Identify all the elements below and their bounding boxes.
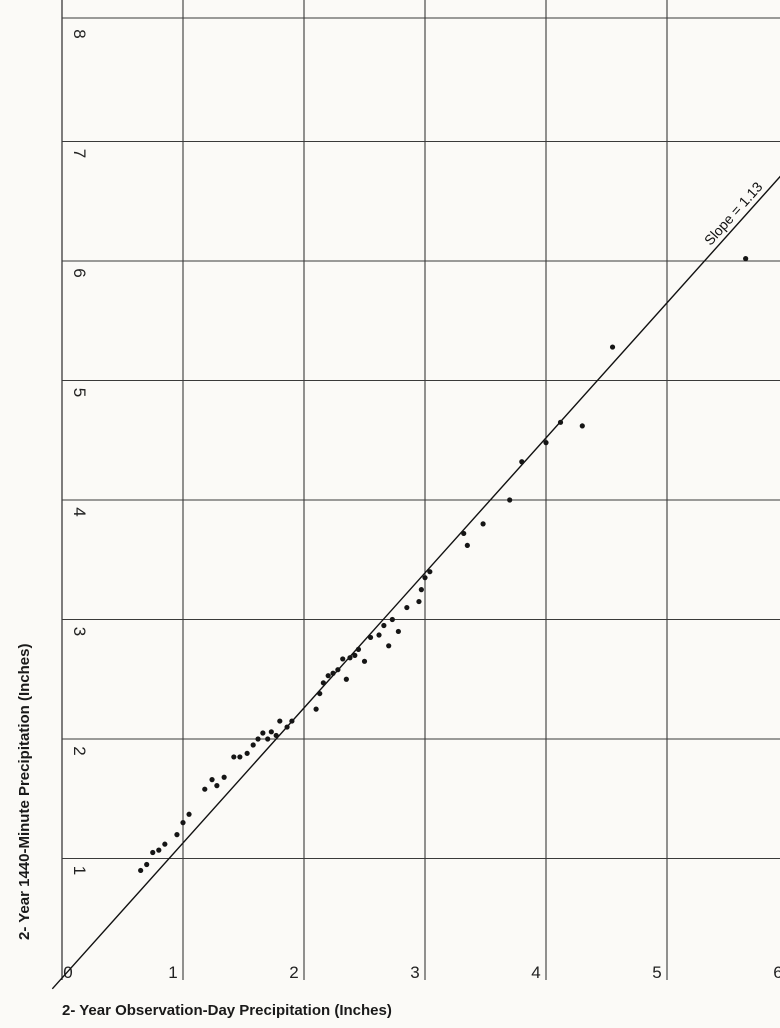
data-point bbox=[325, 673, 331, 679]
data-point bbox=[260, 730, 266, 736]
data-point bbox=[277, 718, 283, 724]
data-point bbox=[418, 587, 424, 593]
data-points bbox=[138, 256, 749, 874]
data-point bbox=[186, 811, 192, 817]
data-point bbox=[427, 569, 433, 575]
data-point bbox=[156, 847, 162, 853]
data-point bbox=[289, 718, 295, 724]
data-point bbox=[367, 634, 374, 641]
data-point bbox=[244, 750, 250, 756]
data-point bbox=[519, 459, 525, 465]
data-point bbox=[480, 521, 486, 527]
data-point bbox=[273, 732, 279, 739]
fit-line-label: Slope = 1.13 bbox=[701, 179, 766, 249]
data-point bbox=[313, 706, 319, 712]
data-point bbox=[150, 849, 156, 856]
data-point bbox=[237, 754, 243, 760]
data-point bbox=[202, 786, 208, 792]
data-point bbox=[355, 646, 362, 652]
data-point bbox=[343, 676, 349, 682]
data-point bbox=[422, 575, 428, 581]
data-point bbox=[330, 670, 336, 676]
data-point bbox=[162, 841, 168, 847]
data-point bbox=[347, 655, 353, 661]
data-point bbox=[138, 867, 144, 874]
x-tick-label: 3 bbox=[410, 963, 419, 982]
fit-line bbox=[51, 175, 780, 990]
x-tick-label: 4 bbox=[531, 963, 540, 982]
y-tick-label: 6 bbox=[70, 268, 89, 277]
data-point bbox=[395, 628, 401, 635]
data-point bbox=[174, 832, 180, 838]
data-point bbox=[381, 622, 387, 629]
data-point bbox=[743, 256, 749, 262]
data-point bbox=[317, 690, 323, 697]
data-point bbox=[376, 632, 382, 638]
data-point bbox=[361, 658, 368, 664]
data-point bbox=[255, 736, 261, 742]
tick-labels: 0 1 2 3 4 5 6 1 2 3 4 5 6 7 8 bbox=[63, 29, 780, 982]
data-point bbox=[352, 652, 358, 658]
x-tick-label: 0 bbox=[63, 963, 72, 982]
data-point bbox=[144, 861, 150, 868]
y-axis-label: 2- Year 1440-Minute Precipitation (Inche… bbox=[16, 643, 33, 940]
data-point bbox=[335, 667, 341, 673]
y-tick-label: 4 bbox=[70, 507, 89, 516]
data-point bbox=[284, 724, 290, 730]
grid-lines bbox=[61, 0, 780, 980]
data-point bbox=[209, 777, 215, 783]
data-point bbox=[268, 729, 274, 735]
y-tick-label: 2 bbox=[70, 746, 89, 755]
x-tick-label: 6 bbox=[773, 963, 780, 982]
x-tick-label: 5 bbox=[652, 963, 661, 982]
data-point bbox=[180, 820, 186, 826]
data-point bbox=[231, 754, 237, 760]
data-point bbox=[214, 783, 220, 789]
data-point bbox=[389, 616, 395, 623]
data-point bbox=[557, 419, 564, 425]
data-point bbox=[464, 542, 470, 549]
data-point bbox=[579, 423, 585, 429]
data-point bbox=[250, 742, 256, 748]
y-tick-label: 3 bbox=[70, 627, 89, 636]
data-point bbox=[461, 530, 467, 537]
data-point bbox=[386, 643, 392, 649]
data-point bbox=[265, 736, 271, 742]
x-tick-label: 1 bbox=[168, 963, 177, 982]
y-tick-label: 8 bbox=[70, 29, 89, 38]
data-point bbox=[609, 344, 616, 350]
data-point bbox=[320, 680, 326, 686]
x-axis-label: 2- Year Observation-Day Precipitation (I… bbox=[62, 1002, 392, 1019]
data-point bbox=[340, 656, 346, 662]
data-point bbox=[507, 497, 513, 503]
data-point bbox=[543, 440, 549, 446]
y-tick-label: 7 bbox=[70, 149, 89, 158]
data-point bbox=[416, 598, 422, 605]
y-tick-label: 5 bbox=[70, 388, 89, 397]
data-point bbox=[221, 774, 227, 780]
data-point bbox=[404, 604, 410, 611]
x-tick-label: 2 bbox=[289, 963, 298, 982]
y-tick-label: 1 bbox=[70, 866, 89, 875]
